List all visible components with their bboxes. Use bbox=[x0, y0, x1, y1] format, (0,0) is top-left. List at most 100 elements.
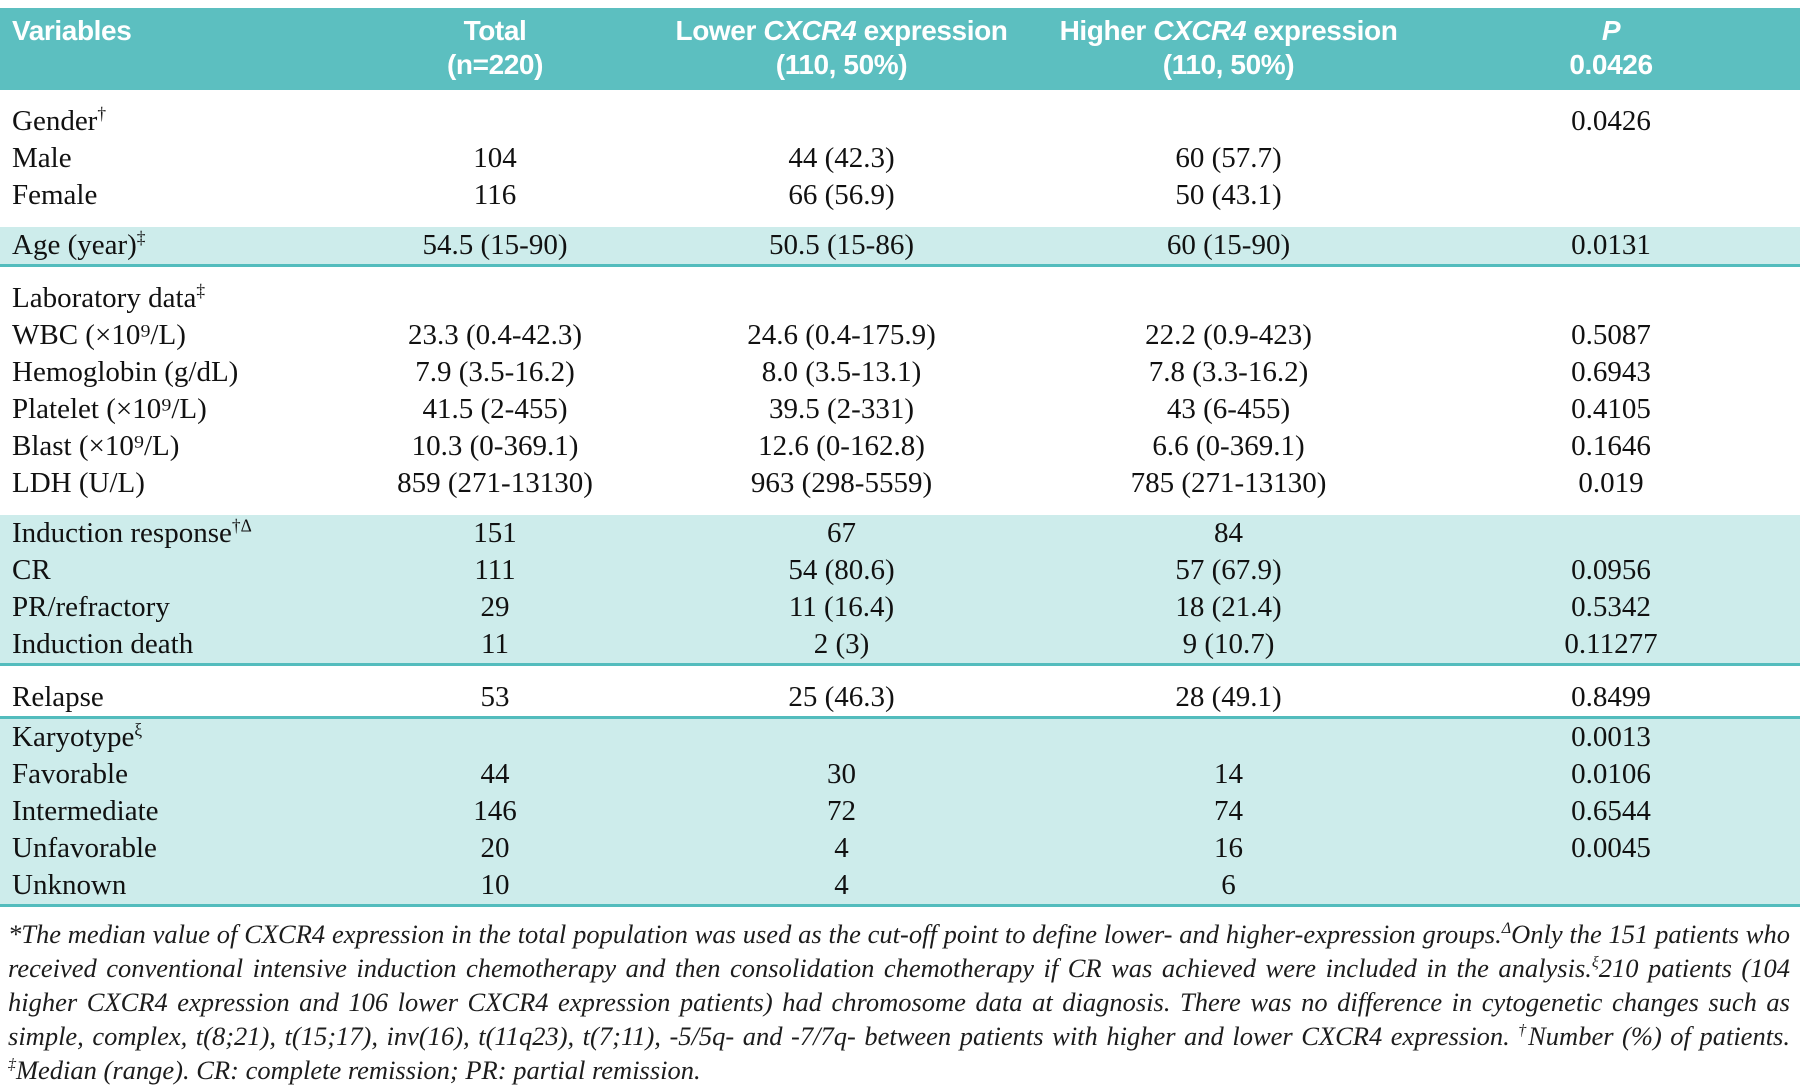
footnote-text: *The median value of CXCR4 expression in… bbox=[8, 919, 1502, 949]
text-segment: ξ bbox=[134, 719, 143, 740]
gene-name: CXCR4 bbox=[1153, 15, 1247, 46]
value-cell: 60 (15-90) bbox=[1035, 227, 1422, 267]
text-segment: Variables bbox=[12, 15, 132, 46]
table-row: Platelet (×10⁹/L) 41.5 (2-455) 39.5 (2-331… bbox=[0, 391, 1800, 428]
text-segment: Karyotype bbox=[12, 721, 135, 753]
value-cell: 4 bbox=[648, 867, 1035, 907]
table-row: Unfavorable 20 4 16 0.0045 bbox=[0, 830, 1800, 867]
value-cell: 116 bbox=[342, 177, 648, 214]
value-cell: 9 (10.7) bbox=[1035, 626, 1422, 666]
text-segment: CR bbox=[12, 554, 51, 586]
spacer-row bbox=[0, 90, 1800, 103]
table-row: Gender† 0.0426 bbox=[0, 103, 1800, 140]
value-cell: 67 bbox=[648, 515, 1035, 552]
value-cell: 39.5 (2-331) bbox=[648, 391, 1035, 428]
value-cell bbox=[1035, 280, 1422, 317]
header-line: P bbox=[1426, 14, 1796, 48]
spacer-row bbox=[0, 265, 1800, 280]
variable-cell: WBC (×10⁹/L) bbox=[0, 317, 342, 354]
value-cell: 7.9 (3.5-16.2) bbox=[342, 354, 648, 391]
variable-cell: Hemoglobin (g/dL) bbox=[0, 354, 342, 391]
value-cell bbox=[648, 280, 1035, 317]
value-cell: 0.4105 bbox=[1422, 391, 1800, 428]
value-cell: 44 (42.3) bbox=[648, 140, 1035, 177]
value-cell: 0.11277 bbox=[1422, 626, 1800, 666]
text-segment: Age (year) bbox=[12, 229, 137, 261]
gene-name: CXCR4 bbox=[763, 15, 857, 46]
value-cell bbox=[648, 717, 1035, 756]
value-cell: 60 (57.7) bbox=[1035, 140, 1422, 177]
value-cell: 29 bbox=[342, 589, 648, 626]
value-cell: 0.1646 bbox=[1422, 428, 1800, 465]
variable-cell: Unfavorable bbox=[0, 830, 342, 867]
header-line: (110, 50%) bbox=[652, 48, 1031, 82]
value-cell: 11 (16.4) bbox=[648, 589, 1035, 626]
table-header: Variables Total (n=220) Lower CXCR4 express… bbox=[0, 8, 1800, 90]
value-cell: 84 bbox=[1035, 515, 1422, 552]
variable-cell: Unknown bbox=[0, 867, 342, 907]
text-segment: Lower bbox=[675, 15, 764, 46]
table-row: Unknown 10 4 6 bbox=[0, 867, 1800, 907]
table-row: Karyotypeξ 0.0013 bbox=[0, 717, 1800, 756]
value-cell: 50 (43.1) bbox=[1035, 177, 1422, 214]
text-segment: LDH (U/L) bbox=[12, 467, 145, 499]
value-cell: 6 bbox=[1035, 867, 1422, 907]
value-cell: 44 bbox=[342, 756, 648, 793]
table-row: LDH (U/L) 859 (271-13130) 963 (298-5559) 78… bbox=[0, 465, 1800, 502]
variable-cell: Platelet (×10⁹/L) bbox=[0, 391, 342, 428]
value-cell: 18 (21.4) bbox=[1035, 589, 1422, 626]
value-cell: 41.5 (2-455) bbox=[342, 391, 648, 428]
text-segment: Favorable bbox=[12, 758, 128, 790]
header-line: (110, 50%) bbox=[1039, 48, 1418, 82]
spacer-row bbox=[0, 502, 1800, 515]
table-row: Hemoglobin (g/dL) 7.9 (3.5-16.2) 8.0 (3.5-… bbox=[0, 354, 1800, 391]
value-cell bbox=[342, 717, 648, 756]
text-segment: Induction death bbox=[12, 628, 194, 660]
variable-cell: Blast (×10⁹/L) bbox=[0, 428, 342, 465]
table-row: Relapse 53 25 (46.3) 28 (49.1) 0.8499 bbox=[0, 679, 1800, 719]
header-line: Variables bbox=[12, 14, 338, 48]
text-segment: †Δ bbox=[231, 515, 252, 536]
text-segment: expression bbox=[1246, 15, 1398, 46]
variable-cell: Intermediate bbox=[0, 793, 342, 830]
header-line: Lower CXCR4 expression bbox=[652, 14, 1031, 48]
variable-cell: Favorable bbox=[0, 756, 342, 793]
value-cell: 74 bbox=[1035, 793, 1422, 830]
text-segment: (110, 50%) bbox=[1162, 49, 1295, 80]
variable-cell: Induction response†Δ bbox=[0, 515, 342, 552]
value-cell: 0.0013 bbox=[1422, 717, 1800, 756]
table-row: CR 111 54 (80.6) 57 (67.9) 0.0956 bbox=[0, 552, 1800, 589]
footnote-text: 210 patients (104 higher CXCR4 expressio… bbox=[8, 953, 1790, 1051]
text-segment: Induction response bbox=[12, 517, 232, 549]
value-cell: 16 bbox=[1035, 830, 1422, 867]
spacer-cell bbox=[0, 90, 1800, 103]
text-segment: Higher bbox=[1059, 15, 1154, 46]
value-cell: 151 bbox=[342, 515, 648, 552]
variable-cell: Male bbox=[0, 140, 342, 177]
text-segment: Total bbox=[463, 15, 527, 46]
value-cell: 7.8 (3.3-16.2) bbox=[1035, 354, 1422, 391]
variable-cell: CR bbox=[0, 552, 342, 589]
footnote-marker: Δ bbox=[1501, 920, 1512, 938]
header-line: Higher CXCR4 expression bbox=[1039, 14, 1418, 48]
text-segment: (n=220) bbox=[446, 49, 544, 80]
value-cell: 0.019 bbox=[1422, 465, 1800, 502]
footnote-marker: † bbox=[1518, 1022, 1529, 1040]
table-row: Intermediate 146 72 74 0.6544 bbox=[0, 793, 1800, 830]
value-cell: 66 (56.9) bbox=[648, 177, 1035, 214]
variable-cell: Karyotypeξ bbox=[0, 717, 342, 756]
variable-cell: Laboratory data‡ bbox=[0, 280, 342, 317]
variable-cell: Gender† bbox=[0, 103, 342, 140]
text-segment: 0.0426 bbox=[1569, 49, 1653, 80]
header-cell-variables: Variables bbox=[0, 8, 342, 90]
variable-cell: Age (year)‡ bbox=[0, 227, 342, 267]
table-row: Induction response†Δ 151 67 84 bbox=[0, 515, 1800, 552]
header-line: 0.0426 bbox=[1426, 48, 1796, 82]
spacer-cell bbox=[0, 214, 1800, 227]
value-cell: 0.0106 bbox=[1422, 756, 1800, 793]
value-cell: 43 (6-455) bbox=[1035, 391, 1422, 428]
value-cell: 0.6943 bbox=[1422, 354, 1800, 391]
spacer-cell bbox=[0, 664, 1800, 679]
text-segment: (110, 50%) bbox=[775, 49, 908, 80]
